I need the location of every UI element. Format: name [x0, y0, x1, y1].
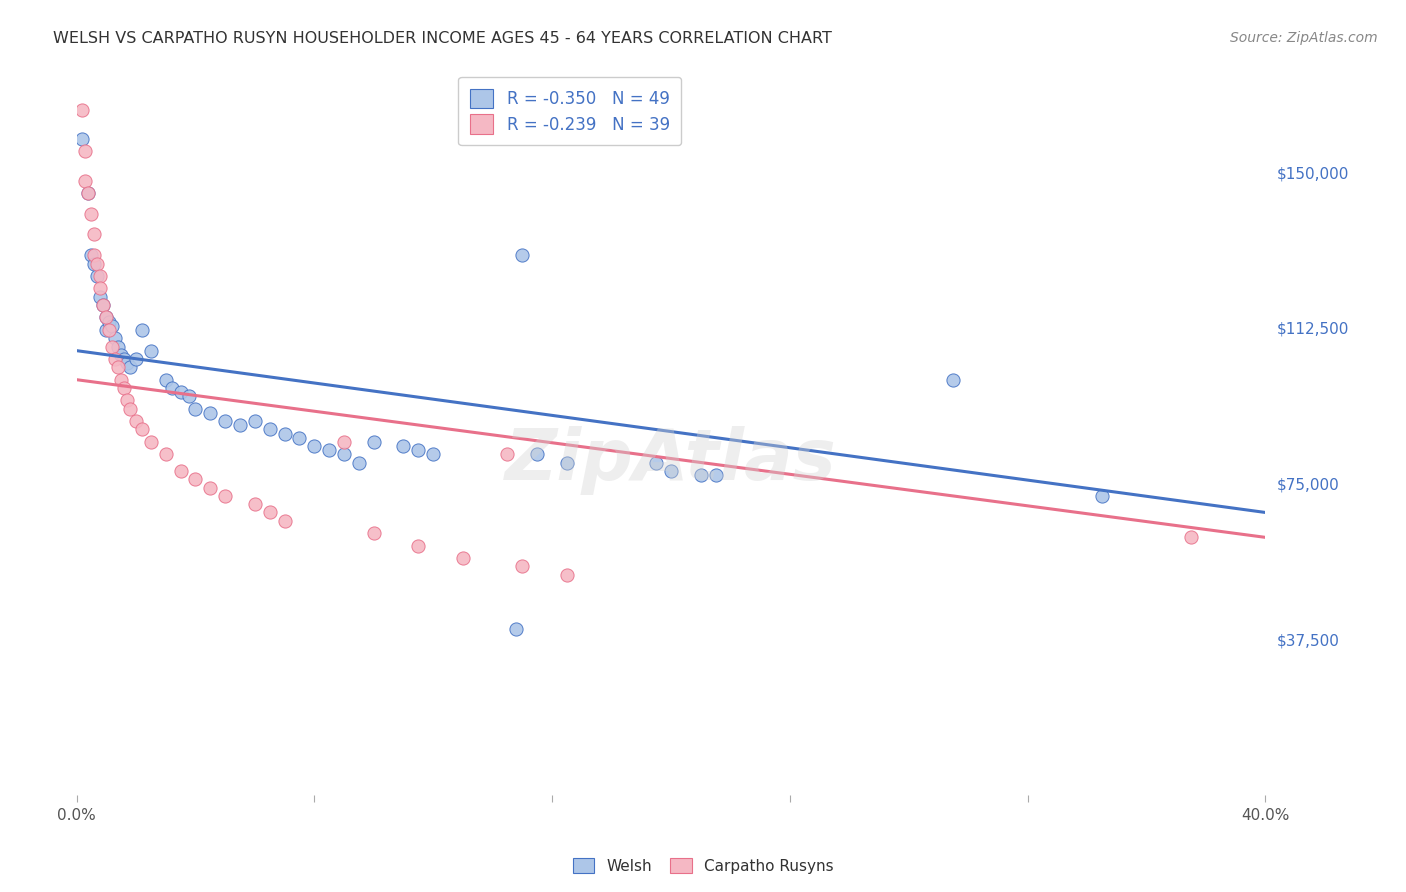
Point: [89, 268, 111, 283]
Point: [131, 422, 153, 436]
Point: [392, 439, 415, 453]
Point: [243, 414, 266, 428]
Point: [304, 439, 326, 453]
Point: [107, 360, 129, 375]
Point: [363, 526, 385, 541]
Text: Source: ZipAtlas.com: Source: ZipAtlas.com: [1230, 31, 1378, 45]
Point: [512, 559, 534, 574]
Point: [259, 506, 281, 520]
Point: [77, 186, 100, 200]
Point: [80, 248, 103, 262]
Point: [83, 227, 105, 242]
Point: [422, 447, 444, 461]
Point: [98, 323, 121, 337]
Point: [704, 468, 727, 483]
Point: [169, 464, 191, 478]
Point: [80, 207, 103, 221]
Point: [75, 173, 97, 187]
Point: [101, 339, 124, 353]
Legend: R = -0.350   N = 49, R = -0.239   N = 39: R = -0.350 N = 49, R = -0.239 N = 39: [458, 77, 682, 145]
Point: [200, 481, 222, 495]
Point: [273, 426, 295, 441]
Point: [155, 447, 177, 461]
Point: [96, 323, 118, 337]
Point: [83, 256, 105, 270]
Point: [169, 385, 191, 400]
Point: [942, 373, 965, 387]
Point: [229, 418, 252, 433]
Point: [118, 401, 141, 416]
Point: [89, 290, 111, 304]
Point: [155, 373, 177, 387]
Point: [112, 381, 135, 395]
Point: [333, 447, 356, 461]
Point: [555, 456, 578, 470]
Point: [408, 443, 430, 458]
Point: [451, 551, 474, 566]
Point: [139, 343, 162, 358]
Point: [214, 489, 236, 503]
Point: [110, 373, 132, 387]
Point: [101, 318, 124, 333]
Point: [75, 145, 97, 159]
Point: [645, 456, 668, 470]
Point: [118, 360, 141, 375]
Text: ZipAtlas: ZipAtlas: [505, 426, 837, 495]
Point: [139, 434, 162, 449]
Text: WELSH VS CARPATHO RUSYN HOUSEHOLDER INCOME AGES 45 - 64 YEARS CORRELATION CHART: WELSH VS CARPATHO RUSYN HOUSEHOLDER INCO…: [53, 31, 832, 46]
Point: [184, 401, 207, 416]
Legend: Welsh, Carpatho Rusyns: Welsh, Carpatho Rusyns: [567, 852, 839, 880]
Point: [1180, 530, 1202, 544]
Point: [1091, 489, 1114, 503]
Point: [98, 315, 121, 329]
Point: [200, 406, 222, 420]
Point: [104, 331, 127, 345]
Point: [273, 514, 295, 528]
Point: [72, 103, 94, 117]
Point: [125, 414, 148, 428]
Point: [72, 132, 94, 146]
Point: [243, 497, 266, 511]
Point: [86, 268, 108, 283]
Point: [333, 434, 356, 449]
Point: [408, 539, 430, 553]
Point: [659, 464, 682, 478]
Point: [555, 567, 578, 582]
Point: [131, 323, 153, 337]
Point: [512, 248, 534, 262]
Point: [179, 389, 201, 403]
Point: [77, 186, 100, 200]
Point: [96, 310, 118, 325]
Point: [160, 381, 183, 395]
Point: [689, 468, 711, 483]
Point: [496, 447, 519, 461]
Point: [318, 443, 340, 458]
Point: [110, 348, 132, 362]
Point: [363, 434, 385, 449]
Point: [96, 310, 118, 325]
Point: [288, 431, 311, 445]
Point: [115, 356, 138, 370]
Point: [505, 622, 527, 636]
Point: [107, 339, 129, 353]
Point: [259, 422, 281, 436]
Point: [91, 298, 114, 312]
Point: [91, 298, 114, 312]
Point: [184, 472, 207, 486]
Point: [112, 351, 135, 366]
Point: [83, 248, 105, 262]
Point: [125, 351, 148, 366]
Point: [115, 393, 138, 408]
Point: [104, 351, 127, 366]
Point: [347, 456, 370, 470]
Point: [86, 256, 108, 270]
Point: [89, 281, 111, 295]
Point: [214, 414, 236, 428]
Point: [526, 447, 548, 461]
